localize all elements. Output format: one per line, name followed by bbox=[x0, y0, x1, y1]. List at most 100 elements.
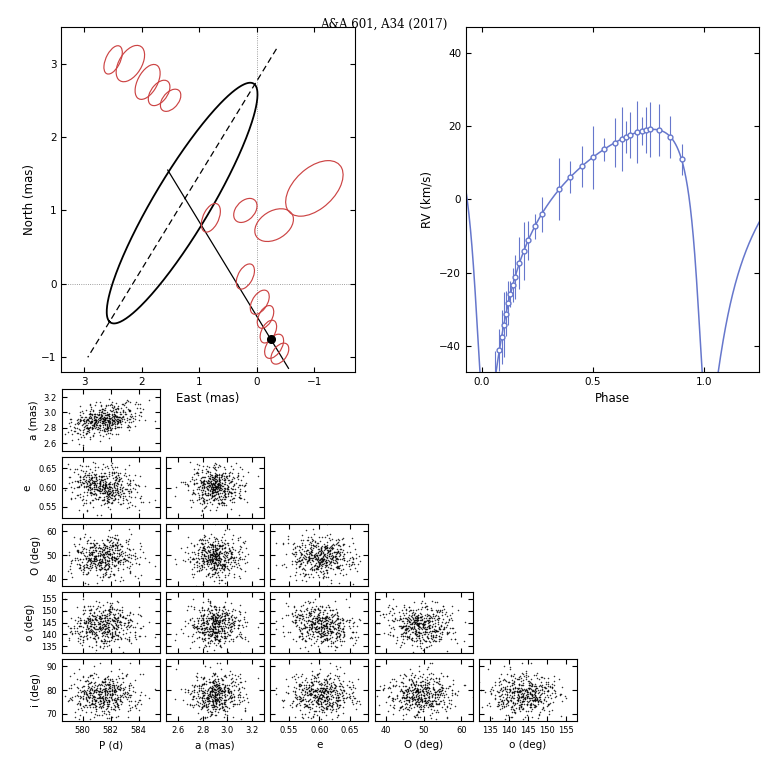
Point bbox=[209, 545, 221, 557]
Point bbox=[122, 395, 134, 407]
Point bbox=[234, 482, 246, 495]
Point bbox=[208, 489, 220, 502]
Point bbox=[204, 685, 216, 697]
Point bbox=[195, 537, 207, 549]
Point bbox=[321, 547, 333, 559]
Point bbox=[293, 612, 305, 624]
Point bbox=[429, 626, 441, 638]
Point bbox=[207, 483, 219, 495]
Point bbox=[84, 548, 96, 561]
Point bbox=[383, 619, 395, 631]
Point bbox=[90, 636, 102, 648]
Point bbox=[336, 614, 348, 627]
Point bbox=[100, 610, 113, 622]
Point bbox=[390, 690, 403, 702]
Point bbox=[92, 615, 104, 627]
Point bbox=[525, 673, 538, 685]
Point bbox=[400, 626, 413, 638]
Point bbox=[88, 660, 100, 673]
Point bbox=[99, 417, 111, 430]
Point bbox=[89, 633, 101, 645]
Point bbox=[433, 612, 446, 624]
Point bbox=[98, 415, 110, 427]
Point bbox=[93, 472, 105, 485]
Point bbox=[133, 703, 145, 716]
Point bbox=[426, 681, 439, 693]
Point bbox=[330, 538, 342, 550]
Point bbox=[114, 609, 127, 621]
Point bbox=[83, 692, 95, 704]
Point bbox=[211, 693, 223, 705]
Point bbox=[213, 689, 225, 701]
Point bbox=[74, 473, 86, 486]
Point bbox=[62, 620, 74, 632]
Point bbox=[190, 476, 202, 489]
Point bbox=[209, 479, 221, 492]
Point bbox=[214, 691, 226, 703]
Point bbox=[231, 470, 243, 482]
Point bbox=[499, 674, 511, 686]
Point bbox=[208, 716, 220, 728]
Point bbox=[522, 690, 534, 703]
Point bbox=[114, 491, 127, 503]
Point bbox=[516, 680, 528, 692]
Point bbox=[423, 615, 436, 627]
Point bbox=[412, 609, 424, 621]
Point bbox=[102, 492, 114, 505]
Point bbox=[106, 416, 118, 428]
Point bbox=[97, 673, 110, 685]
Point bbox=[320, 700, 332, 713]
Point bbox=[305, 618, 318, 630]
Point bbox=[104, 535, 116, 547]
Point bbox=[429, 614, 441, 627]
Point bbox=[290, 676, 302, 688]
Point bbox=[110, 676, 123, 688]
Point bbox=[88, 685, 100, 697]
Point bbox=[104, 424, 116, 436]
Point bbox=[83, 625, 95, 637]
Point bbox=[89, 416, 101, 429]
Point bbox=[96, 412, 108, 424]
Point bbox=[310, 675, 322, 687]
Point bbox=[498, 660, 510, 673]
Point bbox=[205, 682, 217, 694]
Point bbox=[206, 610, 218, 622]
Point bbox=[95, 561, 107, 574]
Point bbox=[322, 548, 334, 560]
Point bbox=[97, 551, 110, 563]
Point bbox=[110, 472, 123, 485]
Point bbox=[308, 693, 321, 706]
Point bbox=[86, 614, 98, 626]
Point bbox=[201, 691, 213, 703]
Point bbox=[125, 528, 137, 541]
Point bbox=[94, 685, 106, 697]
Point bbox=[96, 424, 108, 436]
Point bbox=[215, 663, 227, 675]
Point bbox=[333, 550, 345, 562]
Point bbox=[408, 618, 420, 630]
Point bbox=[434, 604, 446, 617]
Point bbox=[293, 680, 305, 693]
Point bbox=[101, 540, 114, 552]
Point bbox=[100, 685, 113, 697]
Point bbox=[75, 541, 87, 553]
Point bbox=[427, 618, 439, 630]
Point bbox=[312, 540, 324, 552]
Point bbox=[77, 490, 89, 502]
Point bbox=[85, 416, 97, 429]
Point bbox=[196, 700, 209, 713]
Point bbox=[417, 705, 430, 717]
Point bbox=[334, 559, 346, 571]
Point bbox=[88, 681, 100, 693]
Point bbox=[85, 546, 97, 558]
Point bbox=[206, 479, 218, 491]
Point bbox=[186, 679, 199, 691]
Point bbox=[524, 686, 536, 698]
Point bbox=[305, 549, 318, 561]
Point bbox=[69, 418, 81, 430]
Point bbox=[195, 712, 207, 724]
Point bbox=[498, 701, 510, 713]
Point bbox=[111, 619, 123, 631]
Point bbox=[295, 557, 308, 569]
Point bbox=[208, 618, 220, 630]
